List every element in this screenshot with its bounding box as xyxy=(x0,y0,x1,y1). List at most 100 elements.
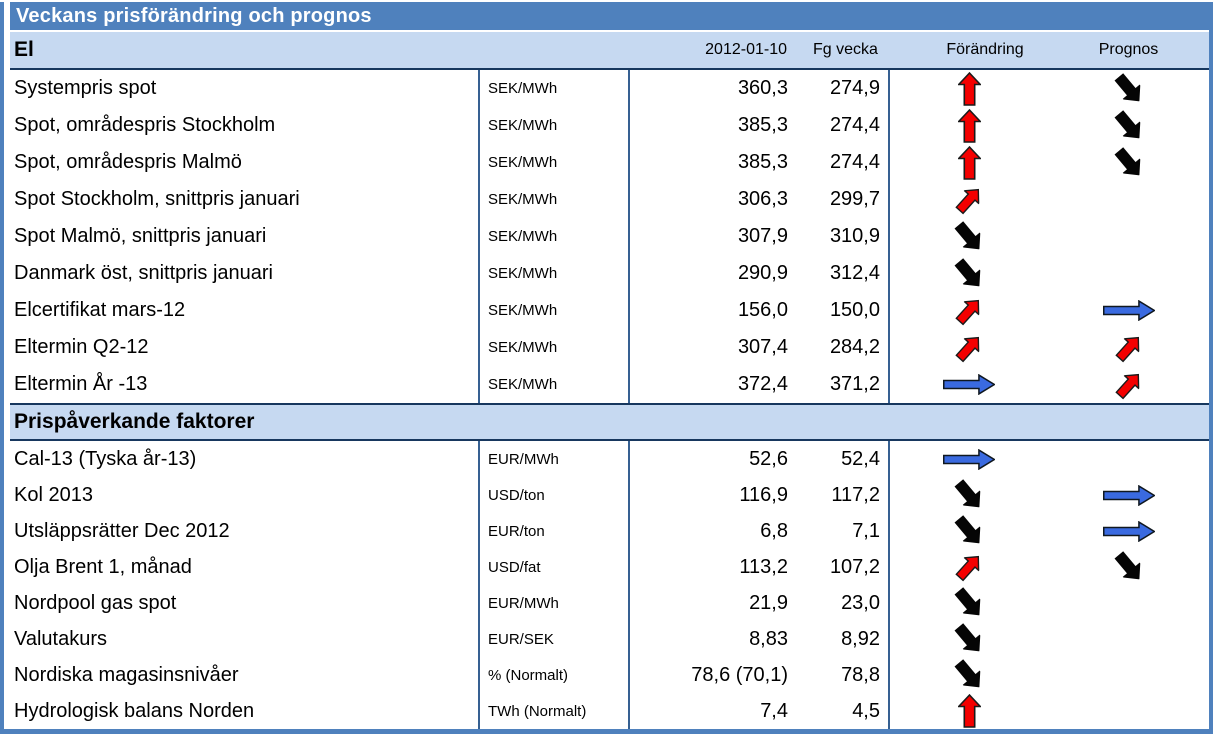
row-label: Danmark öst, snittpris januari xyxy=(14,262,273,284)
forecast-arrow-cell xyxy=(1048,70,1209,107)
up-red-arrow-icon xyxy=(957,145,981,180)
table-title: Veckans prisförändring och prognos xyxy=(16,5,372,27)
table-row: Nordiska magasinsnivåer % (Normalt) 78,6 (… xyxy=(10,657,1209,693)
forecast-arrow-cell xyxy=(1048,366,1209,403)
table-row: Danmark öst, snittpris januari SEK/MWh 290… xyxy=(10,255,1209,292)
table-row: Spot, områdespris Stockholm SEK/MWh 385,3 2… xyxy=(10,107,1209,144)
table-body: Systempris spot SEK/MWh 360,3 274,9 Spot, om… xyxy=(10,70,1209,729)
row-value-prev-week: 274,4 xyxy=(829,114,880,136)
row-unit: SEK/MWh xyxy=(478,255,628,292)
right-blue-arrow-icon xyxy=(1102,484,1155,506)
row-value-prev-week: 371,2 xyxy=(829,373,880,395)
table-row: Nordpool gas spot EUR/MWh 21,9 23,0 xyxy=(10,585,1209,621)
forecast-arrow-cell xyxy=(1048,693,1209,729)
change-arrow-cell xyxy=(888,549,1048,585)
forecast-arrow-cell xyxy=(1048,549,1209,585)
diag-down-black-arrow-icon xyxy=(1114,109,1140,138)
row-value-current: 116,9 xyxy=(628,477,793,513)
diag-up-red-arrow-icon xyxy=(955,336,980,362)
forecast-arrow-cell xyxy=(1048,181,1209,218)
row-unit: TWh (Normalt) xyxy=(478,693,628,729)
row-value-current: 307,9 xyxy=(628,218,793,255)
change-arrow-cell xyxy=(888,70,1048,107)
row-label: Olja Brent 1, månad xyxy=(14,555,192,578)
row-unit: EUR/MWh xyxy=(478,441,628,477)
table-row: Hydrologisk balans Norden TWh (Normalt) 7,… xyxy=(10,693,1209,729)
table-row: Spot, områdespris Malmö SEK/MWh 385,3 274,4 xyxy=(10,144,1209,181)
up-red-arrow-icon xyxy=(957,693,981,728)
row-value-prev-week: 150,0 xyxy=(829,299,880,321)
row-unit: SEK/MWh xyxy=(478,70,628,107)
row-label: Nordiska magasinsnivåer xyxy=(14,663,239,686)
change-arrow-cell xyxy=(888,107,1048,144)
section-header-el: El xyxy=(14,38,34,61)
table-row: Valutakurs EUR/SEK 8,83 8,92 xyxy=(10,621,1209,657)
change-arrow-cell xyxy=(888,181,1048,218)
diag-down-black-arrow-icon xyxy=(954,515,981,544)
row-label: Valutakurs xyxy=(14,627,108,650)
forecast-arrow-cell xyxy=(1048,477,1209,513)
row-value-current: 385,3 xyxy=(628,144,793,181)
row-value-prev-week: 310,9 xyxy=(829,225,880,247)
table-row: Eltermin Q2-12 SEK/MWh 307,4 284,2 xyxy=(10,329,1209,366)
row-value-current: 6,8 xyxy=(628,513,793,549)
row-label: Nordpool gas spot xyxy=(14,591,177,614)
table-row: Systempris spot SEK/MWh 360,3 274,9 xyxy=(10,70,1209,107)
row-label: Spot Stockholm, snittpris januari xyxy=(14,188,300,210)
row-label: Spot Malmö, snittpris januari xyxy=(14,225,267,247)
table-row: Cal-13 (Tyska år-13) EUR/MWh 52,6 52,4 xyxy=(10,441,1209,477)
row-unit: EUR/SEK xyxy=(478,621,628,657)
up-red-arrow-icon xyxy=(957,108,981,143)
row-unit: SEK/MWh xyxy=(478,218,628,255)
row-value-current: 52,6 xyxy=(628,441,793,477)
row-unit: SEK/MWh xyxy=(478,107,628,144)
right-blue-arrow-icon xyxy=(943,374,995,395)
diag-up-red-arrow-icon xyxy=(955,188,980,214)
forecast-arrow-cell xyxy=(1048,585,1209,621)
diag-down-black-arrow-icon xyxy=(954,623,981,652)
forecast-arrow-cell xyxy=(1048,255,1209,292)
change-arrow-cell xyxy=(888,693,1048,729)
row-unit: SEK/MWh xyxy=(478,366,628,403)
row-label: Cal-13 (Tyska år-13) xyxy=(14,447,197,470)
row-unit: USD/ton xyxy=(478,477,628,513)
section-header-faktorer: Prispåverkande faktorer xyxy=(10,403,1209,441)
row-value-current: 156,0 xyxy=(628,292,793,329)
row-value-current: 385,3 xyxy=(628,107,793,144)
forecast-arrow-cell xyxy=(1048,621,1209,657)
change-arrow-cell xyxy=(888,513,1048,549)
row-unit: SEK/MWh xyxy=(478,329,628,366)
diag-down-black-arrow-icon xyxy=(954,257,981,286)
row-value-prev-week: 7,1 xyxy=(852,519,880,542)
row-value-prev-week: 299,7 xyxy=(829,188,880,210)
row-unit: % (Normalt) xyxy=(478,657,628,693)
row-value-current: 372,4 xyxy=(628,366,793,403)
row-value-current: 360,3 xyxy=(628,70,793,107)
row-value-current: 7,4 xyxy=(628,693,793,729)
row-value-prev-week: 312,4 xyxy=(829,262,880,284)
change-arrow-cell xyxy=(888,144,1048,181)
change-arrow-cell xyxy=(888,441,1048,477)
table-row: Eltermin År -13 SEK/MWh 372,4 371,2 xyxy=(10,366,1209,403)
change-arrow-cell xyxy=(888,255,1048,292)
table-row: Olja Brent 1, månad USD/fat 113,2 107,2 xyxy=(10,549,1209,585)
diag-down-black-arrow-icon xyxy=(954,220,981,249)
row-value-prev-week: 8,92 xyxy=(841,627,880,650)
row-value-prev-week: 274,9 xyxy=(829,77,880,99)
diag-up-red-arrow-icon xyxy=(955,555,980,582)
row-unit: SEK/MWh xyxy=(478,181,628,218)
up-red-arrow-icon xyxy=(957,71,981,106)
row-label: Elcertifikat mars-12 xyxy=(14,299,186,321)
row-label: Systempris spot xyxy=(14,77,157,99)
forecast-arrow-cell xyxy=(1048,218,1209,255)
column-header-date: 2012-01-10 xyxy=(705,41,787,58)
row-unit: USD/fat xyxy=(478,549,628,585)
row-value-prev-week: 117,2 xyxy=(831,483,880,506)
diag-down-black-arrow-icon xyxy=(1114,72,1140,101)
table-row: Spot Stockholm, snittpris januari SEK/MWh… xyxy=(10,181,1209,218)
row-label: Spot, områdespris Stockholm xyxy=(14,114,276,136)
column-header-change: Förändring xyxy=(946,41,1024,58)
table-title-bar: Veckans prisförändring och prognos xyxy=(10,2,1209,32)
row-label: Spot, områdespris Malmö xyxy=(14,151,242,173)
diag-down-black-arrow-icon xyxy=(954,587,981,616)
